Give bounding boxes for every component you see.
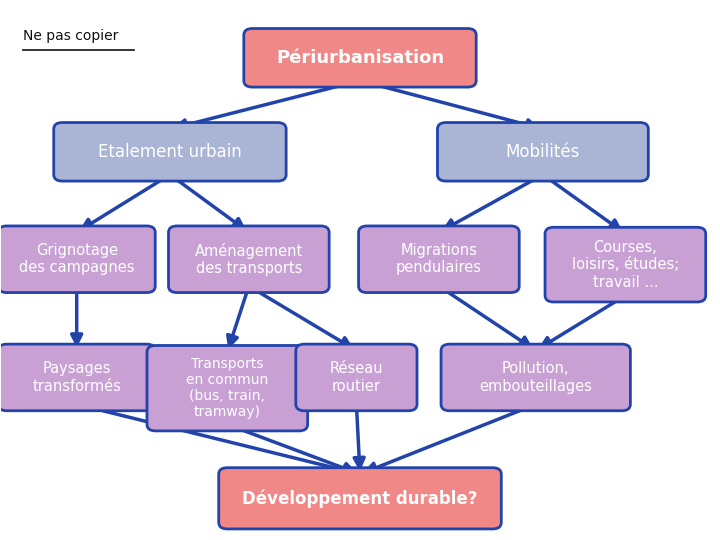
Text: Transports
en commun
(bus, train,
tramway): Transports en commun (bus, train, tramwa… bbox=[186, 357, 269, 420]
FancyBboxPatch shape bbox=[0, 226, 156, 293]
FancyBboxPatch shape bbox=[441, 344, 631, 411]
Text: Courses,
loisirs, études;
travail ...: Courses, loisirs, études; travail ... bbox=[572, 240, 679, 289]
FancyBboxPatch shape bbox=[147, 346, 307, 431]
Text: Périurbanisation: Périurbanisation bbox=[276, 49, 444, 67]
FancyBboxPatch shape bbox=[54, 123, 286, 181]
Text: Pollution,
embouteillages: Pollution, embouteillages bbox=[480, 361, 592, 394]
FancyBboxPatch shape bbox=[219, 468, 501, 529]
FancyBboxPatch shape bbox=[438, 123, 648, 181]
Text: Migrations
pendulaires: Migrations pendulaires bbox=[396, 243, 482, 275]
Text: Mobilités: Mobilités bbox=[505, 143, 580, 161]
Text: Grignotage
des campagnes: Grignotage des campagnes bbox=[19, 243, 135, 275]
FancyBboxPatch shape bbox=[0, 344, 156, 411]
Text: Développement durable?: Développement durable? bbox=[242, 489, 478, 508]
FancyBboxPatch shape bbox=[244, 29, 476, 87]
Text: Etalement urbain: Etalement urbain bbox=[98, 143, 242, 161]
Text: Ne pas copier: Ne pas copier bbox=[23, 29, 118, 43]
FancyBboxPatch shape bbox=[296, 344, 417, 411]
FancyBboxPatch shape bbox=[545, 227, 706, 302]
Text: Réseau
routier: Réseau routier bbox=[330, 361, 383, 394]
Text: Aménagement
des transports: Aménagement des transports bbox=[194, 242, 303, 276]
Text: Paysages
transformés: Paysages transformés bbox=[32, 361, 121, 394]
FancyBboxPatch shape bbox=[168, 226, 329, 293]
FancyBboxPatch shape bbox=[359, 226, 519, 293]
